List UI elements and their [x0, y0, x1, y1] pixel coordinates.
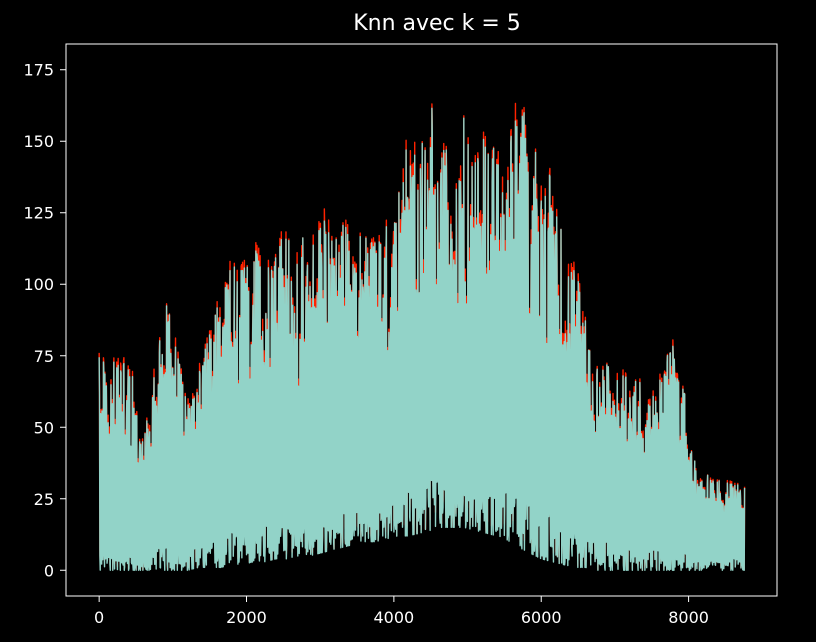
y-tick-label: 75	[34, 347, 54, 366]
y-tick-label: 25	[34, 490, 54, 509]
x-axis: 0 2000 4000 6000 8000	[94, 596, 709, 627]
x-tick-label: 2000	[226, 608, 267, 627]
series-knn-prediction-line	[98, 107, 746, 571]
x-tick-label: 4000	[374, 608, 415, 627]
y-tick-label: 150	[23, 132, 54, 151]
x-tick-label: 0	[94, 608, 104, 627]
y-tick-label: 100	[23, 275, 54, 294]
y-tick-label: 50	[34, 418, 54, 437]
plot-frame	[65, 43, 778, 597]
x-tick-label: 8000	[668, 608, 709, 627]
series-layer	[98, 102, 746, 571]
y-axis: 0 25 50 75 100 125 150 175	[23, 61, 66, 580]
y-tick-label: 175	[23, 61, 54, 80]
chart-title: Knn avec k = 5	[353, 11, 521, 36]
x-tick-label: 6000	[521, 608, 562, 627]
y-tick-label: 125	[23, 204, 54, 223]
y-tick-label: 0	[44, 561, 54, 580]
